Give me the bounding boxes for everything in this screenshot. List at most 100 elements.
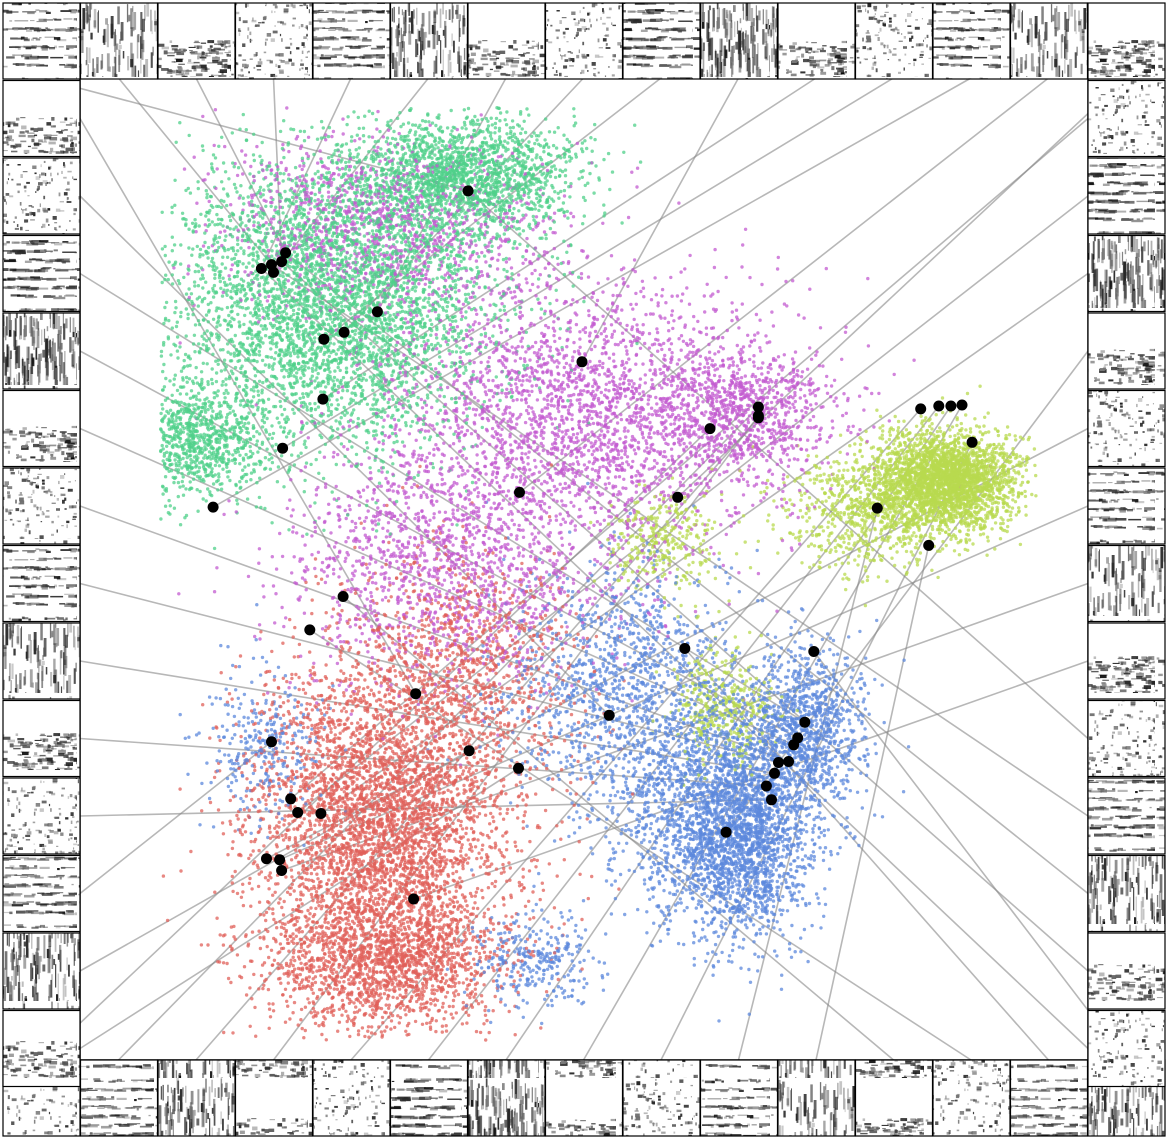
scatter-point [682, 340, 685, 343]
scatter-point [747, 968, 750, 971]
scatter-point [548, 379, 551, 382]
scatter-point [644, 710, 647, 713]
scatter-point [229, 789, 232, 792]
scatter-point [498, 690, 501, 693]
scatter-point [657, 691, 660, 694]
scatter-point [357, 844, 360, 847]
scatter-point [463, 908, 466, 911]
scatter-point [599, 529, 602, 532]
scatter-point [406, 728, 409, 731]
scatter-point [399, 209, 402, 212]
scatter-point [544, 614, 547, 617]
scatter-point [300, 1008, 303, 1011]
scatter-point [756, 331, 759, 334]
scatter-point [828, 542, 831, 545]
scatter-point [565, 710, 568, 713]
scatter-point [277, 182, 280, 185]
scatter-point [324, 629, 327, 632]
scatter-point [347, 536, 350, 539]
scatter-point [317, 372, 320, 375]
scatter-point [502, 624, 505, 627]
scatter-point [400, 598, 403, 601]
scatter-point [286, 1005, 289, 1008]
scatter-point [494, 457, 497, 460]
scatter-point [639, 593, 642, 596]
scatter-point [454, 537, 457, 540]
scatter-point [987, 411, 990, 414]
scatter-point [312, 662, 315, 665]
scatter-point [386, 529, 389, 532]
scatter-point [637, 632, 640, 635]
scatter-point [526, 1001, 529, 1004]
scatter-point [877, 575, 880, 578]
scatter-point [705, 482, 708, 485]
scatter-point [719, 900, 722, 903]
scatter-point [228, 692, 231, 695]
scatter-point [200, 335, 203, 338]
scatter-point [277, 901, 280, 904]
scatter-point [541, 882, 544, 885]
scatter-point [487, 678, 490, 681]
scatter-point [828, 648, 831, 651]
scatter-point [244, 818, 247, 821]
scatter-point [318, 149, 321, 152]
scatter-point [721, 661, 724, 664]
scatter-point [280, 454, 283, 457]
scatter-point [472, 958, 475, 961]
scatter-point [442, 238, 445, 241]
scatter-point [415, 980, 418, 983]
scatter-point [339, 433, 342, 436]
scatter-point [533, 658, 536, 661]
scatter-point [590, 348, 593, 351]
scatter-point [446, 235, 449, 238]
scatter-point [581, 672, 584, 675]
scatter-point [551, 255, 554, 258]
scatter-point [307, 136, 310, 139]
scatter-point [757, 679, 760, 682]
scatter-point [711, 668, 714, 671]
scatter-point [371, 497, 374, 500]
scatter-point [546, 920, 549, 923]
scatter-point [799, 509, 802, 512]
scatter-point [837, 721, 840, 724]
scatter-point [679, 678, 682, 681]
scatter-point [454, 573, 457, 576]
scatter-point [653, 459, 656, 462]
scatter-point [774, 408, 777, 411]
scatter-point [465, 242, 468, 245]
scatter-point [915, 437, 918, 440]
scatter-point [459, 675, 462, 678]
scatter-point [643, 737, 646, 740]
scatter-point [510, 519, 513, 522]
scatter-point [331, 688, 334, 691]
scatter-point [387, 156, 390, 159]
scatter-point [546, 1004, 549, 1007]
scatter-point [708, 417, 711, 420]
scatter-point [227, 314, 230, 317]
scatter-point [1014, 434, 1017, 437]
scatter-point [537, 531, 540, 534]
scatter-point [660, 386, 663, 389]
scatter-point [310, 612, 313, 615]
scatter-point [333, 369, 336, 372]
scatter-point [635, 721, 638, 724]
scatter-point [518, 232, 521, 235]
scatter-point [631, 460, 634, 463]
scatter-point [545, 251, 548, 254]
scatter-point [361, 896, 364, 899]
scatter-point [305, 405, 308, 408]
scatter-point [409, 624, 412, 627]
scatter-point [293, 686, 296, 689]
scatter-point [428, 257, 431, 260]
scatter-point [476, 221, 479, 224]
scatter-point [425, 411, 428, 414]
scatter-point [444, 995, 447, 998]
scatter-point [394, 138, 397, 141]
scatter-point [402, 354, 405, 357]
scatter-point [161, 444, 164, 447]
scatter-point [271, 1002, 274, 1005]
scatter-point [390, 301, 393, 304]
scatter-point [391, 395, 394, 398]
scatter-point [1019, 455, 1022, 458]
scatter-point [832, 472, 835, 475]
